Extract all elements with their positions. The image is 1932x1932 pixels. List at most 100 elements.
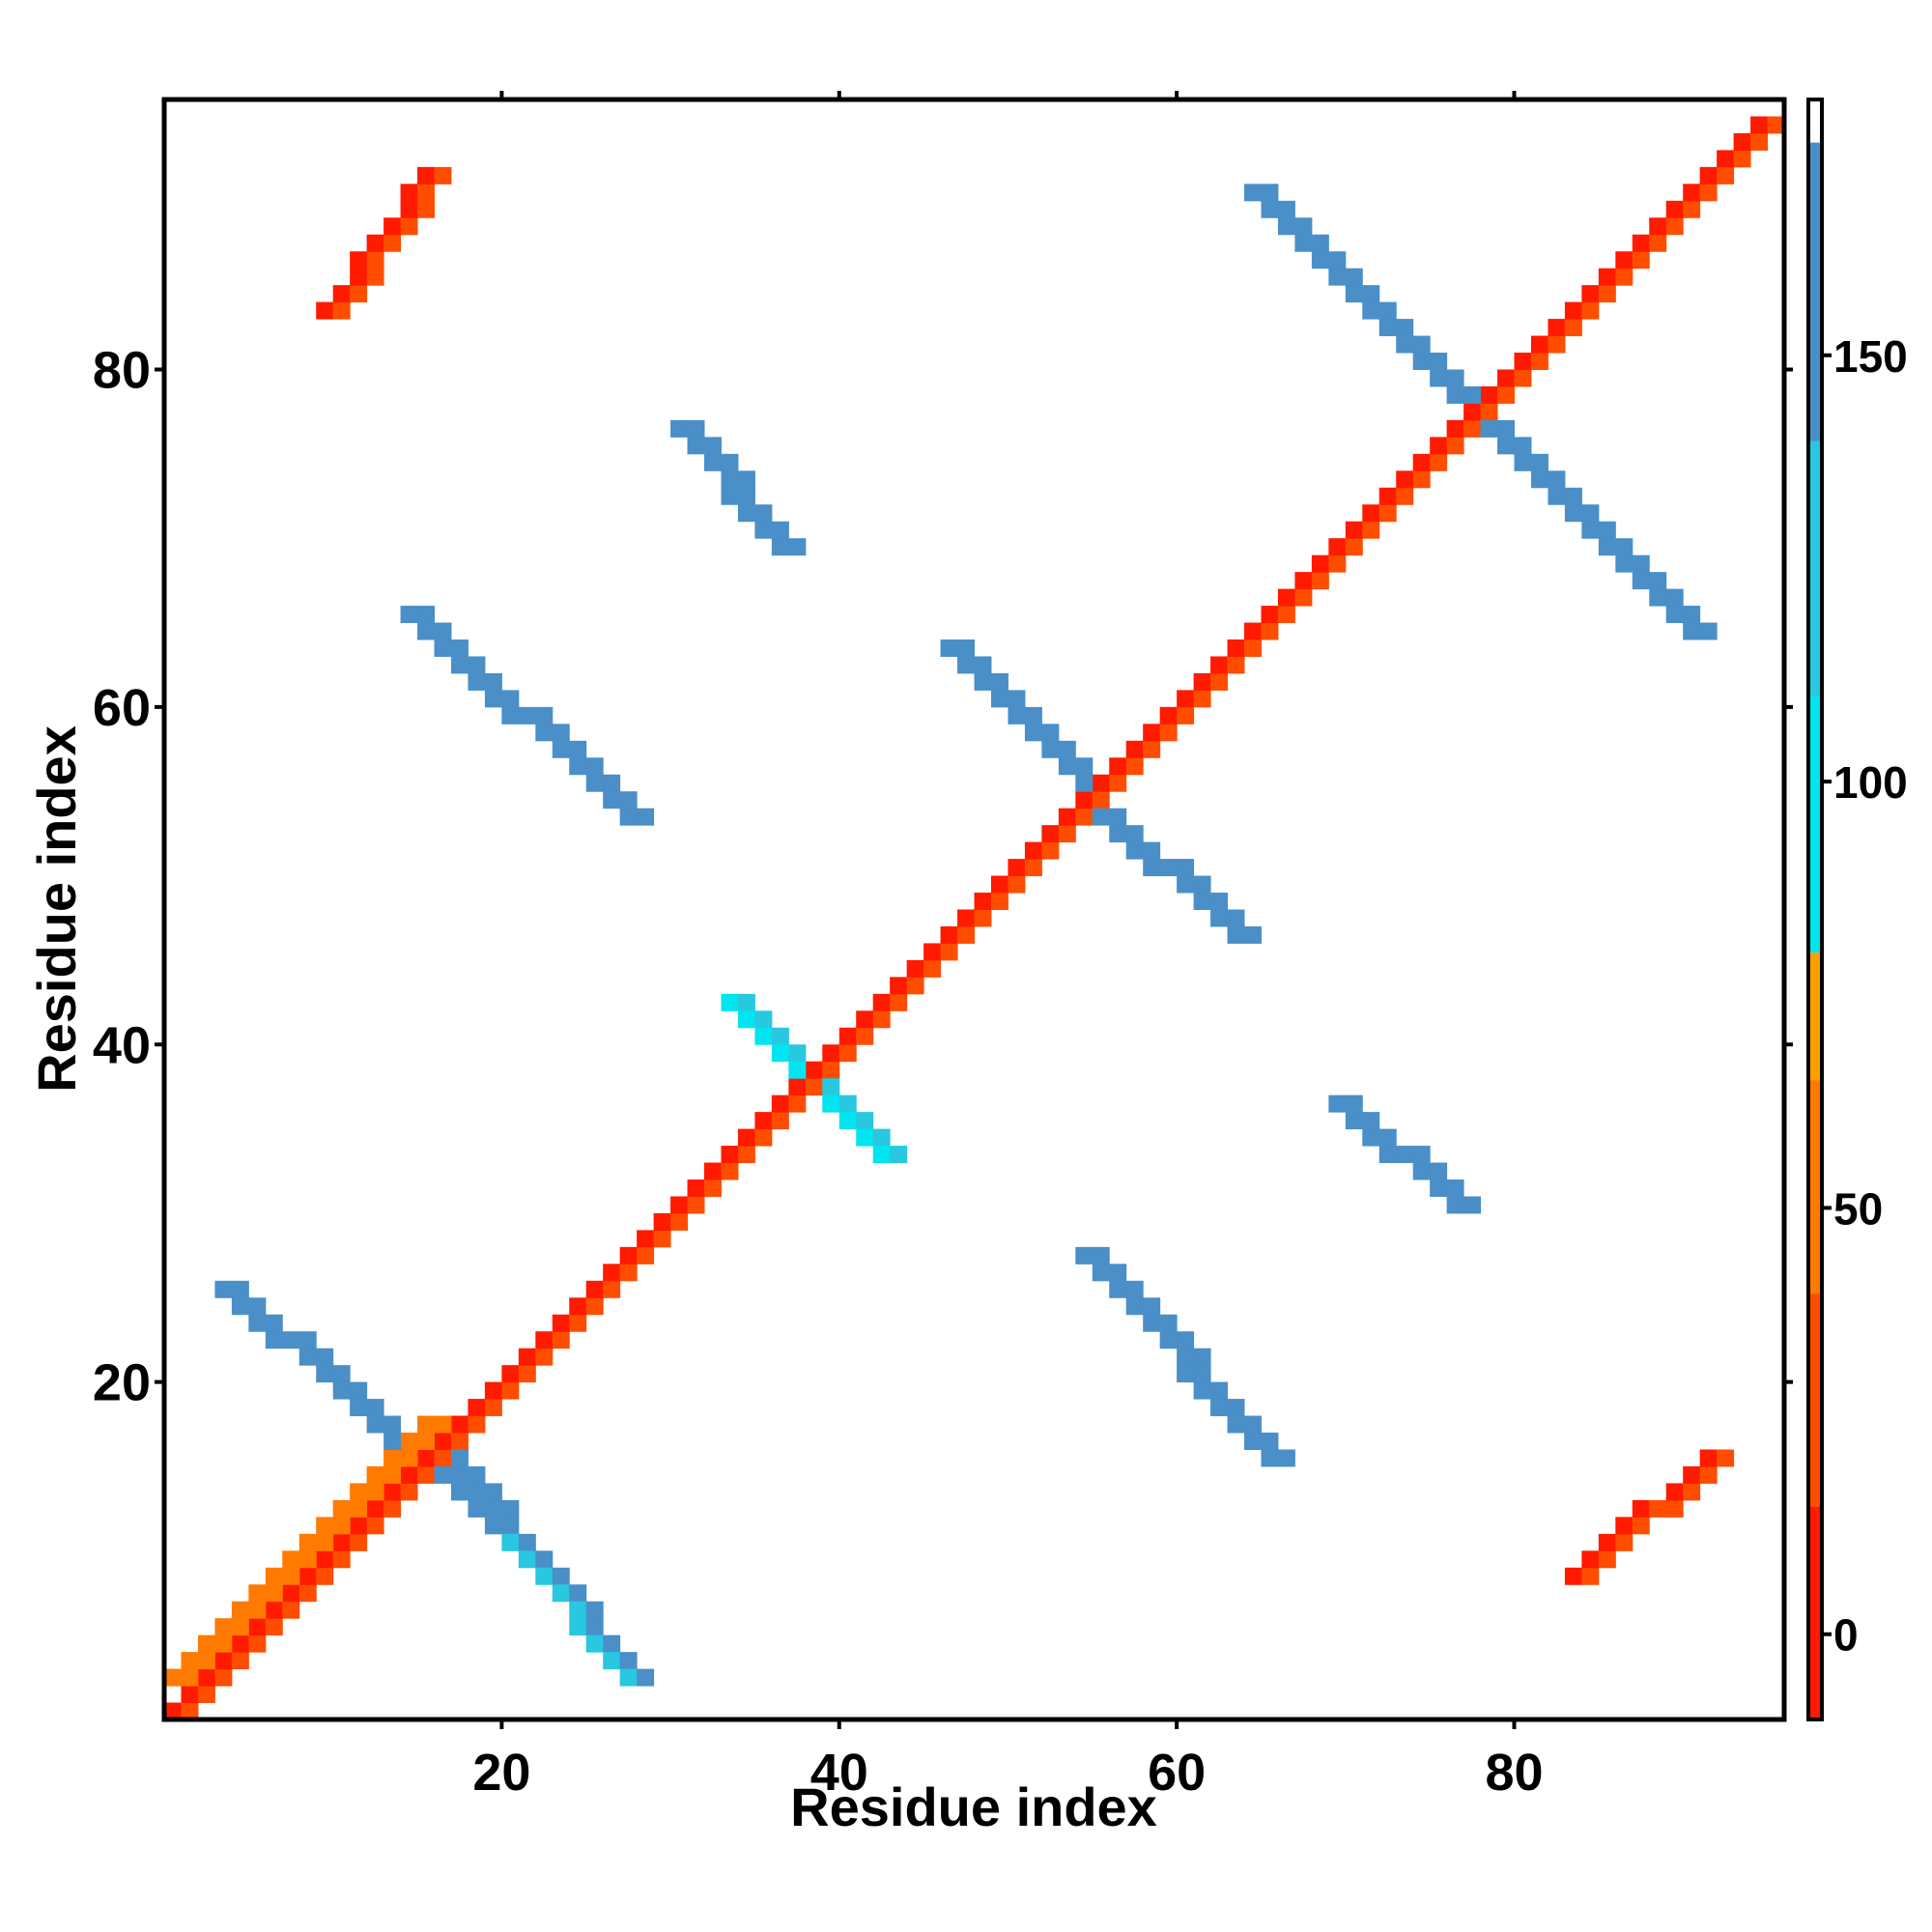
heatmap-cell: [1143, 1297, 1161, 1316]
heatmap-cell: [754, 1128, 773, 1147]
heatmap-cell: [1497, 385, 1515, 404]
heatmap-cell: [1649, 234, 1667, 252]
heatmap-cell: [552, 1331, 570, 1350]
heatmap-cell: [1177, 875, 1195, 894]
heatmap-cell: [1041, 841, 1060, 860]
heatmap-cell: [518, 1365, 536, 1383]
heatmap-cell: [298, 1550, 317, 1569]
heatmap-cell: [366, 1465, 384, 1484]
heatmap-cell: [417, 606, 435, 624]
colorbar-segment: [1808, 1080, 1822, 1294]
heatmap-cell: [417, 1415, 435, 1434]
heatmap-cell: [535, 1567, 554, 1585]
heatmap-cell: [384, 1449, 402, 1467]
heatmap-cell: [1024, 724, 1042, 742]
heatmap-cell: [265, 1601, 283, 1619]
heatmap-cell: [501, 1533, 520, 1551]
heatmap-cell: [1345, 1094, 1363, 1113]
heatmap-cell: [417, 1449, 435, 1467]
x-tick-label: 60: [1148, 1744, 1206, 1802]
heatmap-cell: [434, 639, 452, 657]
heatmap-cell: [468, 1465, 486, 1484]
heatmap-cell: [1699, 166, 1718, 185]
heatmap-cell: [788, 1061, 807, 1079]
heatmap-cell: [350, 251, 368, 270]
heatmap-cell: [585, 1634, 604, 1653]
heatmap-cell: [450, 656, 469, 674]
heatmap-cell: [1193, 875, 1211, 894]
heatmap-cell: [1125, 740, 1144, 758]
heatmap-cell: [603, 1264, 621, 1282]
heatmap-cell: [1530, 353, 1548, 370]
x-axis-title: Residue index: [790, 1776, 1157, 1837]
heatmap-cell: [1177, 706, 1195, 724]
heatmap-cell: [974, 656, 992, 674]
heatmap-cell: [417, 1465, 435, 1484]
heatmap-cell: [1210, 1399, 1229, 1417]
heatmap-cell: [1564, 319, 1582, 337]
x-tick-label: 20: [472, 1744, 530, 1802]
heatmap-cell: [231, 1652, 249, 1670]
heatmap-cell: [1412, 1162, 1431, 1180]
heatmap-cell: [1446, 1196, 1464, 1214]
heatmap-cell: [1008, 859, 1026, 877]
heatmap-cell: [585, 757, 604, 776]
heatmap-cell: [1311, 572, 1329, 590]
heatmap-cell: [1244, 639, 1262, 657]
heatmap-cell: [350, 285, 368, 303]
heatmap-cell: [771, 1094, 789, 1113]
heatmap-cell: [265, 1314, 283, 1332]
heatmap-cell: [316, 1550, 334, 1569]
heatmap-cell: [1125, 841, 1144, 860]
heatmap-cell: [417, 184, 435, 202]
heatmap-cell: [1446, 369, 1464, 387]
heatmap-cell: [450, 639, 469, 657]
heatmap-cell: [838, 1094, 857, 1113]
heatmap-cell: [771, 538, 789, 556]
heatmap-cell: [1530, 335, 1548, 354]
heatmap-cell: [569, 1601, 587, 1619]
heatmap-cell: [1378, 301, 1397, 320]
heatmap-cell: [214, 1280, 233, 1298]
heatmap-cell: [1665, 588, 1684, 607]
heatmap-cell: [535, 1550, 554, 1569]
heatmap-cell: [248, 1601, 267, 1619]
heatmap-cell: [1665, 1499, 1684, 1518]
heatmap-cell: [350, 268, 368, 286]
heatmap-cell: [1159, 1331, 1178, 1350]
heatmap-cell: [957, 909, 975, 927]
heatmap-cell: [1277, 588, 1295, 607]
heatmap-cell: [350, 1399, 368, 1417]
heatmap-cell: [737, 1128, 755, 1147]
heatmap-cell: [400, 1449, 418, 1467]
heatmap-cell: [788, 1094, 807, 1113]
colorbar-segment: [1808, 142, 1822, 441]
heatmap-cell: [990, 690, 1009, 708]
heatmap-cell: [1615, 1517, 1634, 1535]
heatmap-cell: [501, 690, 520, 708]
heatmap-cell: [619, 808, 638, 826]
heatmap-cell: [332, 1499, 351, 1518]
heatmap-cell: [1717, 150, 1735, 168]
heatmap-cell: [1092, 808, 1110, 826]
heatmap-cell: [687, 437, 705, 455]
heatmap-cell: [400, 1433, 418, 1450]
heatmap-cell: [1261, 1433, 1279, 1450]
heatmap-cell: [1362, 301, 1380, 320]
heatmap-cell: [940, 639, 958, 657]
heatmap-cell: [450, 1415, 469, 1434]
heatmap-cell: [1548, 319, 1566, 337]
heatmap-cell: [1177, 1331, 1195, 1350]
heatmap-cell: [670, 1212, 689, 1231]
heatmap-cell: [1683, 1465, 1701, 1484]
heatmap-cell: [1143, 724, 1161, 742]
heatmap-cell: [214, 1634, 233, 1653]
heatmap-cell: [754, 504, 773, 523]
heatmap-cell: [1311, 554, 1329, 573]
heatmap-cell: [1193, 893, 1211, 910]
heatmap-cell: [838, 1112, 857, 1130]
heatmap-cell: [923, 959, 942, 978]
heatmap-cell: [265, 1331, 283, 1350]
heatmap-cell: [637, 808, 655, 826]
y-tick-label: 60: [93, 679, 151, 737]
